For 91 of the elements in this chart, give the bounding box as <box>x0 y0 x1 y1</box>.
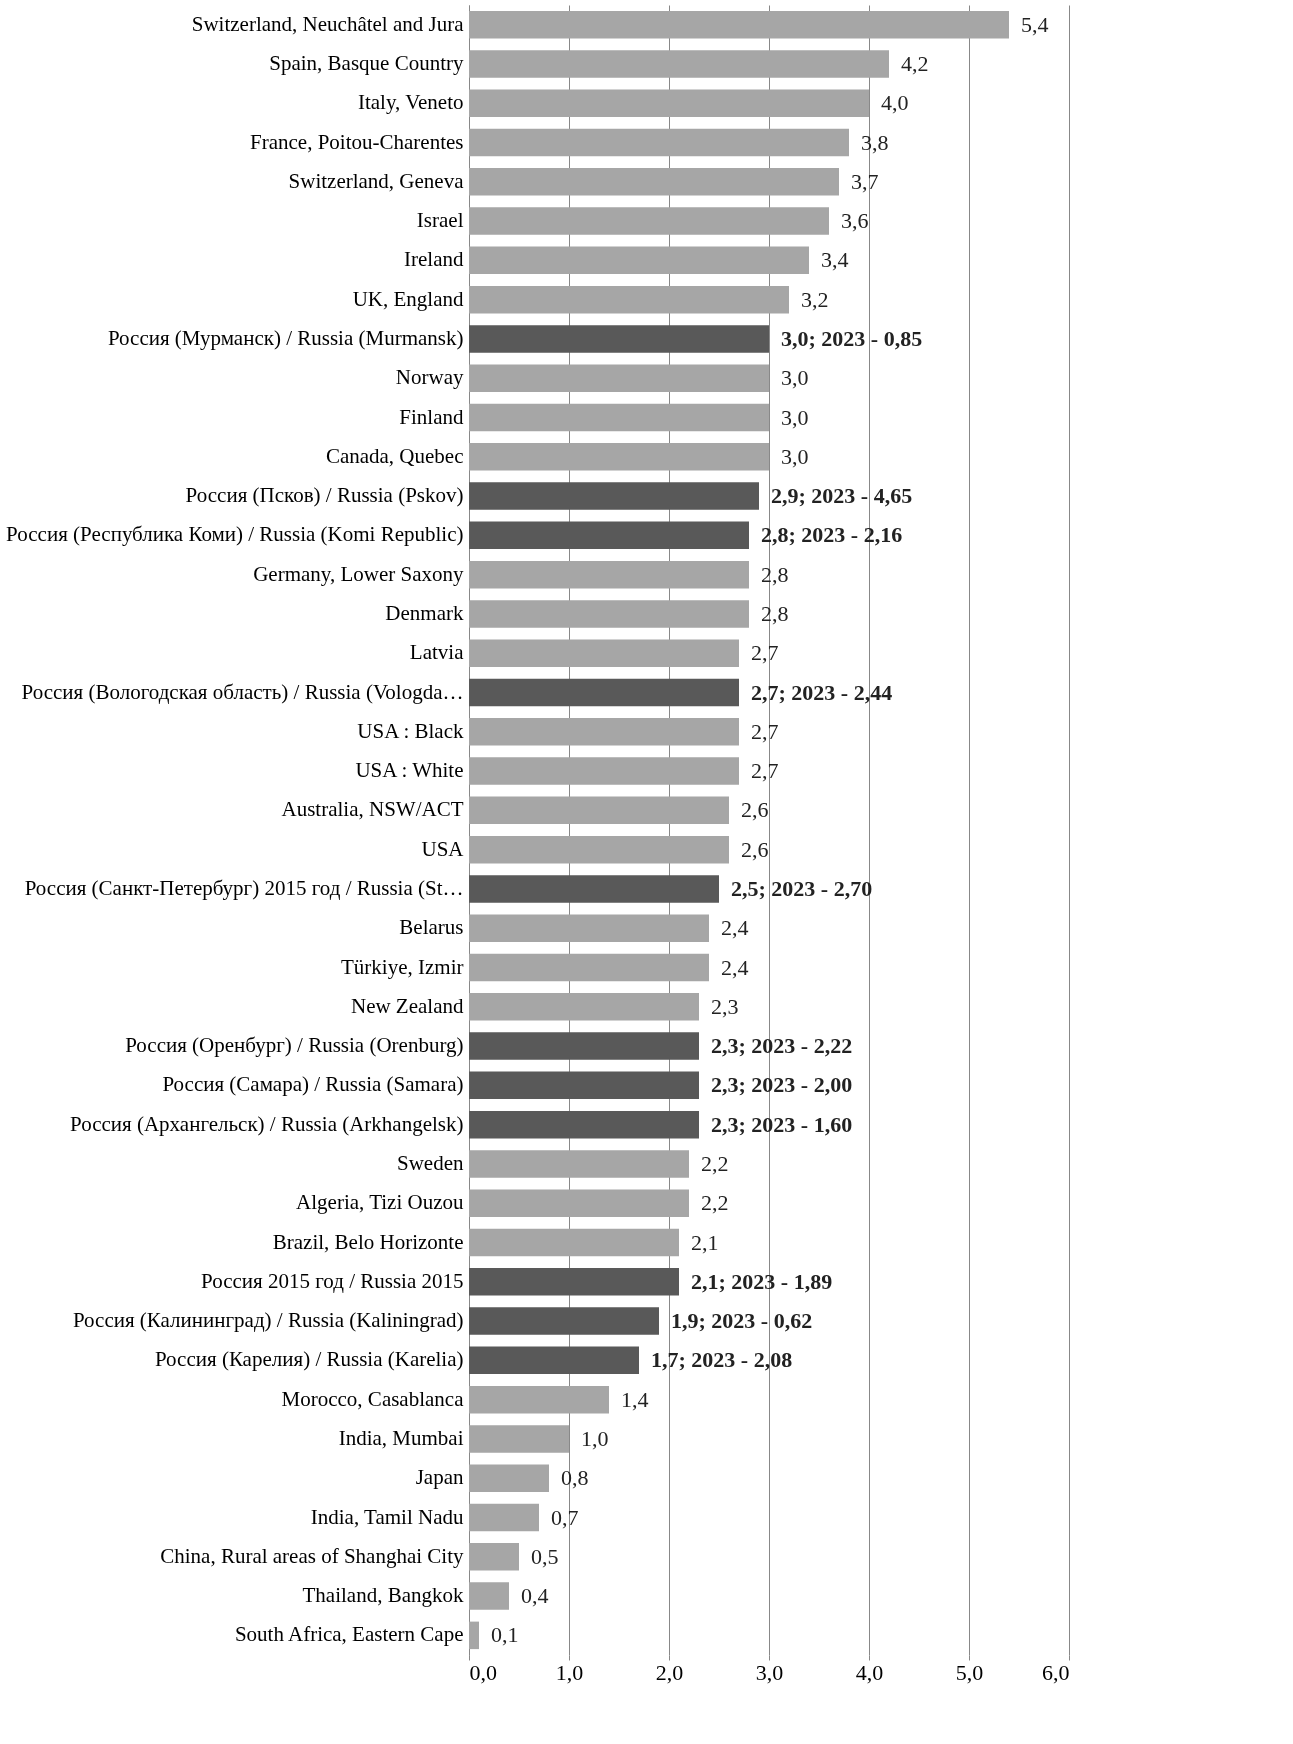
y-tick-label: Россия 2015 год / Russia 2015 <box>201 1268 464 1293</box>
y-tick-label: South Africa, Eastern Cape <box>234 1622 464 1647</box>
data-label: 2,1; 2023 - 1,89 <box>691 1268 833 1294</box>
y-tick-label: Italy, Veneto <box>357 90 464 115</box>
data-label: 0,4 <box>521 1583 549 1609</box>
data-label: 2,7 <box>751 718 779 744</box>
y-tick-label: UK, England <box>352 286 464 311</box>
y-tick-label: Россия (Псков) / Russia (Pskov) <box>185 483 464 508</box>
data-label: 5,4 <box>1021 11 1049 37</box>
y-tick-label: China, Rural areas of Shanghai City <box>160 1543 464 1568</box>
y-tick-label: Latvia <box>409 640 465 665</box>
x-tick-label: 2,0 <box>655 1659 684 1685</box>
y-tick-label: Belarus <box>399 915 464 940</box>
data-label: 2,8; 2023 - 2,16 <box>761 522 903 548</box>
y-tick-label: Japan <box>415 1465 464 1490</box>
data-label: 3,8 <box>861 129 889 155</box>
data-label: 2,2 <box>701 1150 729 1176</box>
y-tick-label: France, Poitou-Charentes <box>250 129 464 154</box>
y-tick-label: Россия (Калининград) / Russia (Kaliningrad) <box>72 1308 464 1333</box>
data-label: 1,7; 2023 - 2,08 <box>651 1347 793 1373</box>
y-tick-label: Россия (Архангельск) / Russia (Arkhangelsk) <box>69 1111 464 1136</box>
y-tick-label: Canada, Quebec <box>325 443 464 468</box>
y-tick-label: New Zealand <box>350 993 464 1018</box>
x-tick-label: 3,0 <box>755 1659 784 1685</box>
data-label: 3,0 <box>781 404 809 430</box>
data-label: 3,2 <box>801 286 829 312</box>
data-label: 2,7; 2023 - 2,44 <box>751 679 893 705</box>
data-label: 3,0; 2023 - 0,85 <box>781 325 923 351</box>
data-label: 4,2 <box>901 50 929 76</box>
data-label: 2,4 <box>721 954 749 980</box>
data-label: 2,6 <box>741 797 769 823</box>
y-tick-label: Россия (Самара) / Russia (Samara) <box>162 1072 464 1097</box>
data-label: 2,7 <box>751 758 779 784</box>
y-tick-label: USA : Black <box>357 718 464 743</box>
y-tick-label: Australia, NSW/ACT <box>281 797 464 822</box>
data-label: 1,9; 2023 - 0,62 <box>671 1308 813 1334</box>
y-tick-label: Finland <box>399 404 464 429</box>
y-tick-label: Türkiye, Izmir <box>341 954 464 979</box>
y-tick-label: USA : White <box>355 758 464 783</box>
data-label: 2,2 <box>701 1190 729 1216</box>
y-tick-label: Brazil, Belo Horizonte <box>272 1229 464 1254</box>
data-label: 2,1 <box>691 1229 719 1255</box>
data-label: 0,5 <box>531 1543 559 1569</box>
data-label: 3,0 <box>781 365 809 391</box>
data-label: 2,9; 2023 - 4,65 <box>771 483 913 509</box>
data-label: 2,5; 2023 - 2,70 <box>731 875 873 901</box>
y-tick-label: Россия (Вологодская область) / Russia (Vologda… <box>21 679 464 704</box>
y-tick-label: Switzerland, Neuchâtel and Jura <box>191 11 465 36</box>
data-label: 2,3; 2023 - 2,22 <box>711 1033 853 1059</box>
x-tick-label: 0,0 <box>469 1659 497 1685</box>
data-label: 3,4 <box>821 247 849 273</box>
data-label: 3,7 <box>851 168 879 194</box>
data-label: 2,3 <box>711 993 739 1019</box>
data-label: 2,3; 2023 - 1,60 <box>711 1111 853 1137</box>
y-tick-label: India, Tamil Nadu <box>310 1504 464 1529</box>
data-label: 1,0 <box>581 1425 609 1451</box>
x-tick-label: 5,0 <box>955 1659 984 1685</box>
y-tick-label: Algeria, Tizi Ouzou <box>296 1190 464 1215</box>
data-label: 0,8 <box>561 1465 589 1491</box>
data-label: 2,3; 2023 - 2,00 <box>711 1072 853 1098</box>
y-tick-label: Sweden <box>397 1150 464 1175</box>
y-tick-label: Россия (Карелия) / Russia (Karelia) <box>154 1347 464 1372</box>
y-tick-label: Россия (Республика Коми) / Russia (Komi Republic) <box>6 522 464 547</box>
data-label: 3,6 <box>841 208 869 234</box>
data-label: 2,8 <box>761 561 789 587</box>
data-label: 0,7 <box>551 1504 579 1530</box>
y-tick-label: India, Mumbai <box>338 1425 464 1450</box>
y-tick-label: Norway <box>395 365 464 390</box>
data-label: 0,1 <box>491 1622 519 1648</box>
y-tick-label: Россия (Мурманск) / Russia (Murmansk) <box>107 325 464 350</box>
data-label: 2,8 <box>761 600 789 626</box>
x-tick-label: 1,0 <box>555 1659 584 1685</box>
y-tick-label: Россия (Оренбург) / Russia (Orenburg) <box>125 1033 464 1058</box>
y-tick-label: Germany, Lower Saxony <box>253 561 464 586</box>
y-tick-label: Denmark <box>385 600 464 625</box>
y-tick-label: Israel <box>416 208 464 233</box>
data-label: 2,4 <box>721 915 749 941</box>
data-label: 4,0 <box>881 90 909 116</box>
y-tick-label: Thailand, Bangkok <box>302 1583 464 1608</box>
data-label: 3,0 <box>781 443 809 469</box>
y-tick-label: Ireland <box>404 247 464 272</box>
x-tick-label: 4,0 <box>855 1659 884 1685</box>
y-tick-label: Россия (Санкт-Петербург) 2015 год / Russia (St… <box>24 875 464 900</box>
y-tick-label: Morocco, Casablanca <box>281 1386 465 1411</box>
y-tick-label: Switzerland, Geneva <box>288 168 465 193</box>
data-label: 2,6 <box>741 836 769 862</box>
data-label: 2,7 <box>751 640 779 666</box>
y-tick-label: Spain, Basque Country <box>269 50 464 75</box>
data-label: 1,4 <box>621 1386 649 1412</box>
x-tick-label: 6,0 <box>1042 1659 1070 1685</box>
y-tick-label: USA <box>421 836 465 861</box>
